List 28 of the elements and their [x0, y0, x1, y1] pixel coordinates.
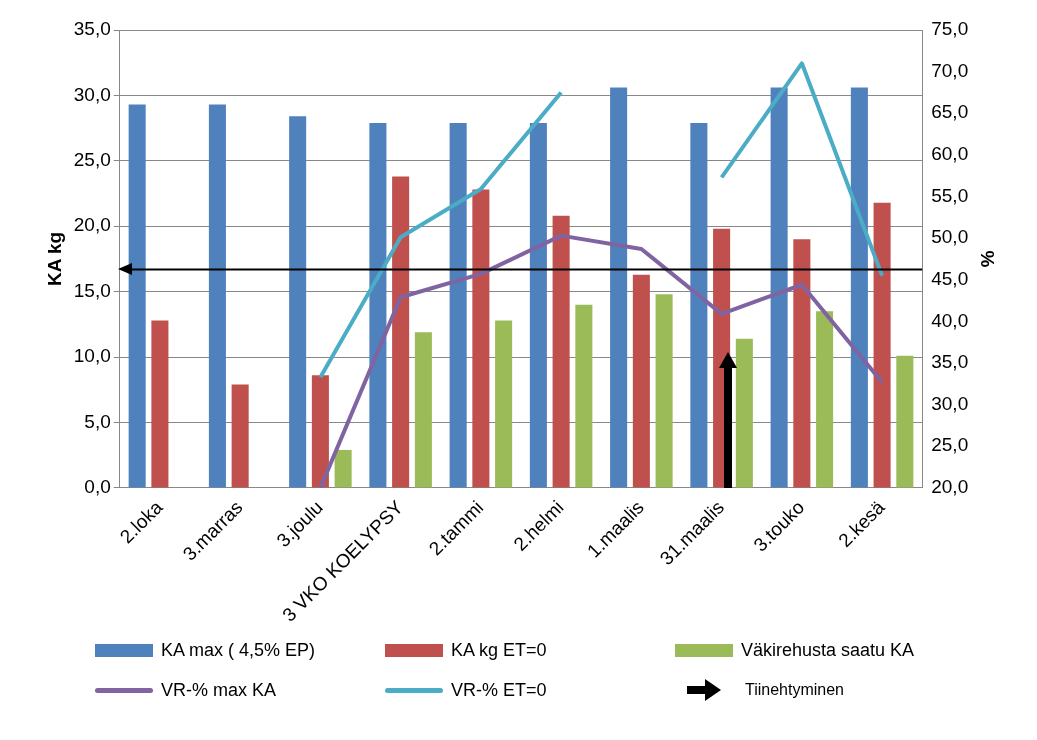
y2-tick-label: 20,0 [931, 476, 969, 498]
y2-tick-label: 55,0 [931, 184, 969, 206]
y-tick-label: 20,0 [73, 214, 111, 236]
y2-tick-label: 40,0 [931, 309, 969, 331]
legend-label: KA max ( 4,5% EP) [161, 640, 316, 661]
y-tick-label: 35,0 [73, 18, 111, 40]
legend-label: KA kg ET=0 [451, 640, 547, 661]
y2-tick-label: 35,0 [931, 351, 969, 373]
text: Tiinehtyminen [745, 681, 845, 699]
legend-label: VR-% ET=0 [451, 679, 547, 701]
y2-tick-label: 45,0 [931, 267, 969, 289]
y-tick-label: 5,0 [84, 410, 111, 432]
y-tick-label: 0,0 [84, 476, 111, 498]
y2-tick-label: 70,0 [931, 59, 969, 81]
y-tick-label: 30,0 [73, 83, 111, 105]
y2-axis-title: % [977, 250, 999, 268]
y-axis-title: KA kg [43, 231, 65, 287]
y2-tick-label: 65,0 [931, 101, 969, 123]
y2-tick-label: 30,0 [931, 392, 969, 414]
y2-tick-label: 25,0 [931, 434, 969, 456]
legend-label: Väkirehusta saatu KA [741, 640, 915, 661]
y-tick-label: 10,0 [73, 345, 111, 367]
y2-tick-label: 50,0 [931, 226, 969, 248]
y-tick-label: 15,0 [73, 279, 111, 301]
y2-tick-label: 60,0 [931, 143, 969, 165]
legend-label: VR-% max KA [161, 679, 277, 701]
y-tick-label: 25,0 [73, 149, 111, 171]
y2-tick-label: 75,0 [931, 18, 969, 40]
